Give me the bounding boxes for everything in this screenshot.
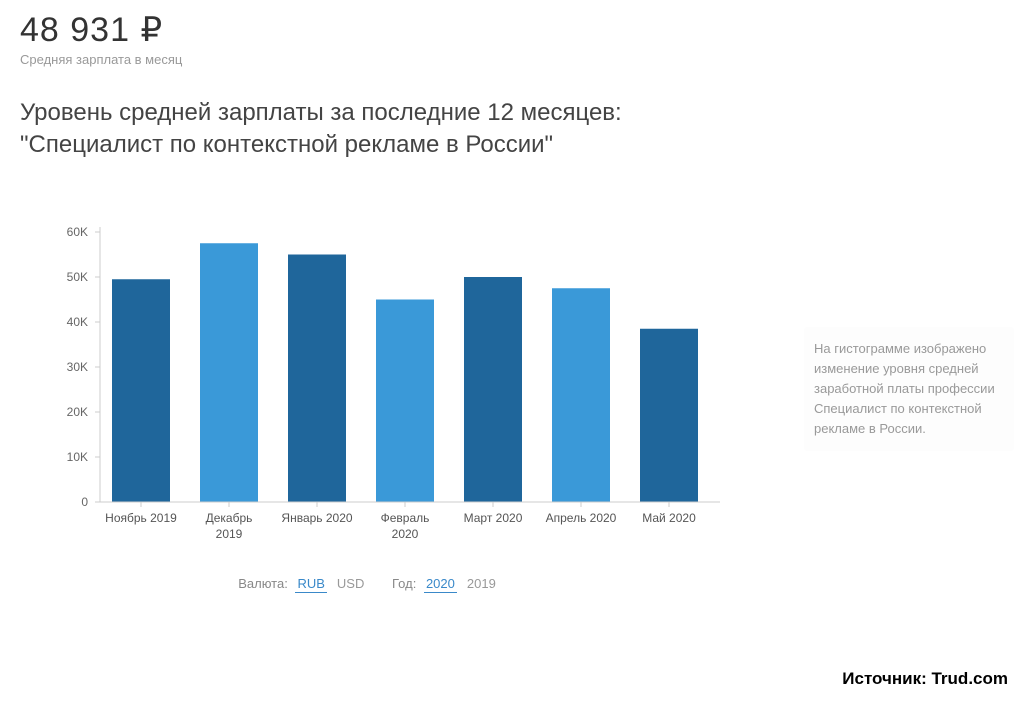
x-tick-label: Декабрь — [206, 511, 253, 525]
chart-bar[interactable] — [200, 243, 258, 502]
x-tick-label: Апрель 2020 — [546, 511, 617, 525]
chart-bar[interactable] — [112, 279, 170, 502]
chart-controls: Валюта: RUB USD Год: 2020 2019 — [0, 576, 720, 593]
currency-option-rub[interactable]: RUB — [295, 576, 326, 593]
chart-bar[interactable] — [288, 254, 346, 502]
y-tick-label: 60K — [67, 225, 88, 239]
salary-amount: 48 931 ₽ — [20, 10, 1004, 50]
chart-bar[interactable] — [552, 288, 610, 502]
y-tick-label: 20K — [67, 405, 88, 419]
year-option-2019[interactable]: 2019 — [465, 576, 498, 592]
x-tick-label: 2020 — [392, 527, 419, 541]
x-tick-label: Май 2020 — [642, 511, 696, 525]
y-tick-label: 0 — [81, 495, 88, 509]
x-tick-label: 2019 — [216, 527, 243, 541]
chart-bar[interactable] — [376, 299, 434, 502]
y-tick-label: 50K — [67, 270, 88, 284]
y-tick-label: 30K — [67, 360, 88, 374]
currency-label: Валюта: — [238, 576, 288, 591]
chart-title-line1: Уровень средней зарплаты за последние 12… — [20, 99, 622, 126]
year-option-2020[interactable]: 2020 — [424, 576, 457, 593]
y-tick-label: 40K — [67, 315, 88, 329]
x-tick-label: Январь 2020 — [281, 511, 352, 525]
source-attribution: Источник: Trud.com — [842, 669, 1008, 689]
year-label: Год: — [392, 576, 416, 591]
currency-option-usd[interactable]: USD — [335, 576, 366, 592]
header: 48 931 ₽ Средняя зарплата в месяц — [0, 0, 1024, 67]
y-tick-label: 10K — [67, 450, 88, 464]
chart-description: На гистограмме изображено изменение уров… — [804, 327, 1014, 452]
salary-bar-chart: 0 10K 20K 30K 40K 50K 60K Ноябрь 2019 Декабрь 201… — [20, 222, 740, 562]
chart-title-line2: "Специалист по контекстной рекламе в Рос… — [20, 131, 553, 158]
chart-wrap: 0 10K 20K 30K 40K 50K 60K Ноябрь 2019 Декабрь 201… — [0, 162, 1024, 562]
chart-bar[interactable] — [464, 277, 522, 502]
x-tick-label: Февраль — [381, 511, 430, 525]
chart-title: Уровень средней зарплаты за последние 12… — [0, 67, 1024, 162]
x-tick-label: Март 2020 — [464, 511, 523, 525]
x-tick-label: Ноябрь 2019 — [105, 511, 177, 525]
salary-subtitle: Средняя зарплата в месяц — [20, 52, 1004, 67]
chart-bar[interactable] — [640, 329, 698, 502]
